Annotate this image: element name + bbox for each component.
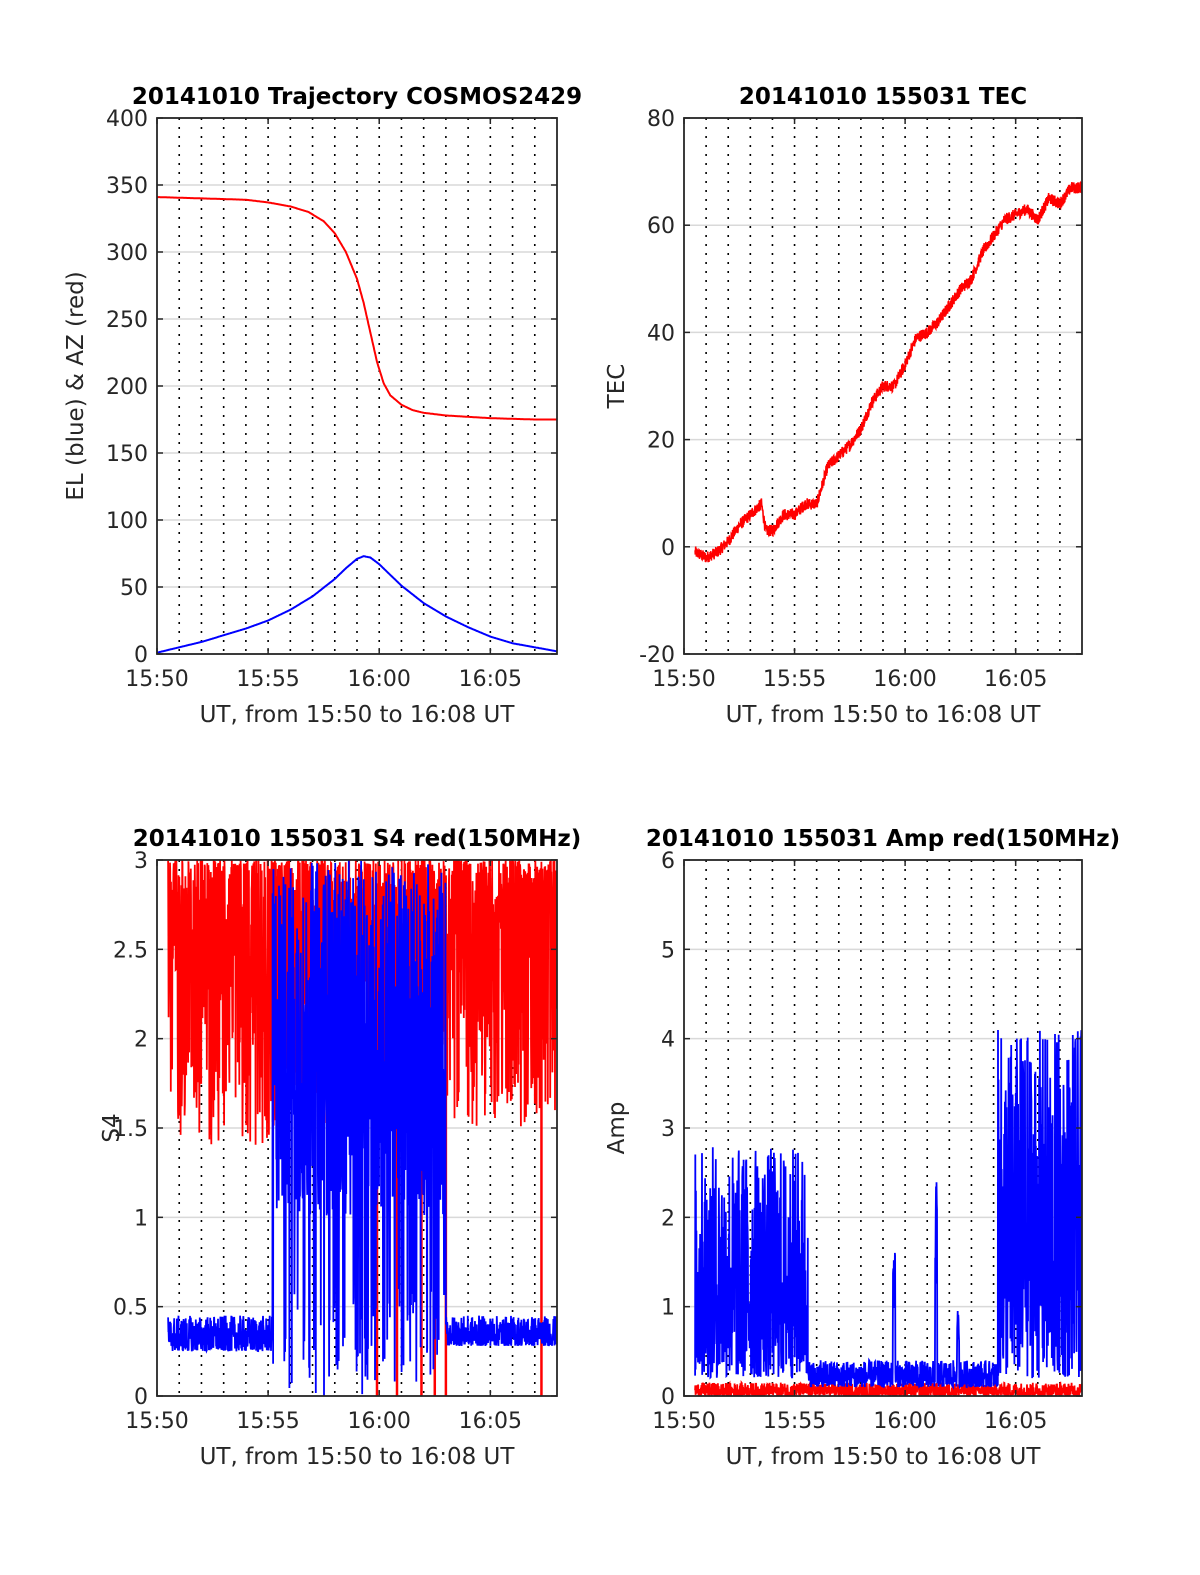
- y-tick-label: 0: [134, 643, 148, 668]
- tec-chart: -20 0 20 40 60 80 15:50 15:55 16:00 16:05 20141010…: [604, 84, 1083, 728]
- x-tick-label: 16:00: [873, 667, 936, 692]
- series-line-blue: [157, 555, 557, 654]
- x-tick-label: 15:50: [652, 667, 715, 692]
- series-line-red: [167, 860, 557, 1145]
- x-tick-label: 16:05: [459, 1409, 522, 1434]
- y-tick-label: 6: [661, 849, 675, 874]
- series-line-blue: [167, 860, 557, 1396]
- x-tick-label: 16:05: [984, 667, 1047, 692]
- y-tick-label: 400: [106, 107, 148, 132]
- y-tick-label: 1: [134, 1206, 148, 1231]
- y-tick-label: 20: [647, 429, 675, 454]
- x-axis-label: UT, from 15:50 to 16:08 UT: [200, 702, 516, 728]
- series-group: [157, 196, 557, 654]
- series-line-red: [694, 180, 1082, 563]
- y-tick-label: 350: [106, 174, 148, 199]
- chart-title: 20141010 155031 S4 red(150MHz): [133, 826, 582, 852]
- y-axis-label: TEC: [604, 364, 630, 410]
- series-group: [167, 860, 557, 1396]
- series-line-red: [157, 196, 557, 421]
- y-tick-label: 0: [661, 536, 675, 561]
- y-tick-label: 2: [661, 1206, 675, 1231]
- x-tick-label: 16:00: [348, 667, 411, 692]
- x-tick-label: 15:50: [125, 1409, 188, 1434]
- chart-title: 20141010 155031 Amp red(150MHz): [646, 826, 1120, 852]
- x-tick-label: 16:05: [984, 1409, 1047, 1434]
- y-tick-label: 2: [134, 1028, 148, 1053]
- x-tick-label: 16:05: [459, 667, 522, 692]
- y-tick-label: 50: [120, 576, 148, 601]
- y-tick-label: 40: [647, 321, 675, 346]
- x-axis-label: UT, from 15:50 to 16:08 UT: [726, 702, 1042, 728]
- amp-chart: 0 1 2 3 4 5 6 15:50 15:55 16:00 16:05 20141010 1550…: [604, 826, 1120, 1470]
- y-axis-label: Amp: [604, 1102, 630, 1155]
- y-axis-label: EL (blue) & AZ (red): [63, 271, 89, 500]
- y-tick-label: 150: [106, 442, 148, 467]
- y-tick-label: 100: [106, 509, 148, 534]
- series-line-blue: [694, 1029, 1082, 1390]
- y-tick-label: 4: [661, 1028, 675, 1053]
- series-group: [694, 1029, 1082, 1396]
- y-tick-label: 3: [134, 849, 148, 874]
- series-group: [694, 180, 1082, 563]
- y-tick-label: 60: [647, 214, 675, 239]
- x-tick-label: 15:55: [236, 667, 299, 692]
- y-tick-label: 3: [661, 1117, 675, 1142]
- x-tick-label: 16:00: [873, 1409, 936, 1434]
- y-tick-label: 80: [647, 107, 675, 132]
- x-tick-label: 15:55: [763, 667, 826, 692]
- y-tick-label: 2.5: [113, 938, 148, 963]
- x-tick-label: 16:00: [348, 1409, 411, 1434]
- x-tick-label: 15:50: [125, 667, 188, 692]
- y-tick-label: 300: [106, 241, 148, 266]
- x-tick-label: 15:50: [652, 1409, 715, 1434]
- y-tick-label: 1: [661, 1296, 675, 1321]
- x-tick-label: 15:55: [763, 1409, 826, 1434]
- y-tick-label: 0.5: [113, 1296, 148, 1321]
- chart-title: 20141010 Trajectory COSMOS2429: [132, 84, 582, 110]
- y-tick-label: 1.5: [113, 1117, 148, 1142]
- y-tick-label: 200: [106, 375, 148, 400]
- axes-box: [683, 117, 1083, 655]
- y-tick-label: 5: [661, 938, 675, 963]
- trajectory-chart: 0 50 100 150 200 250 300 350 400 15:50 15:55 16:00 1…: [63, 84, 582, 728]
- x-axis-label: UT, from 15:50 to 16:08 UT: [200, 1444, 516, 1470]
- y-tick-label: 0: [661, 1385, 675, 1410]
- y-tick-label: -20: [639, 643, 675, 668]
- x-tick-label: 15:55: [236, 1409, 299, 1434]
- y-tick-label: 250: [106, 308, 148, 333]
- s4-chart: 0 0.5 1 1.5 2 2.5 3 15:50 15:55 16:00 16:05 2014101…: [99, 826, 581, 1470]
- y-axis-label: S4: [99, 1113, 125, 1142]
- y-tick-label: 0: [134, 1385, 148, 1410]
- chart-title: 20141010 155031 TEC: [739, 84, 1027, 110]
- series-line-red: [694, 1379, 1082, 1396]
- x-axis-label: UT, from 15:50 to 16:08 UT: [726, 1444, 1042, 1470]
